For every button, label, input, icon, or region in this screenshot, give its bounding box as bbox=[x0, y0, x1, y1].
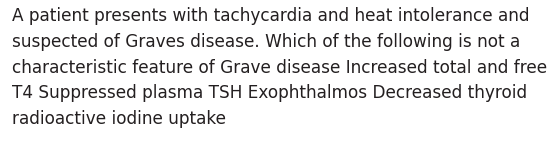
Text: A patient presents with tachycardia and heat intolerance and
suspected of Graves: A patient presents with tachycardia and … bbox=[12, 7, 547, 128]
